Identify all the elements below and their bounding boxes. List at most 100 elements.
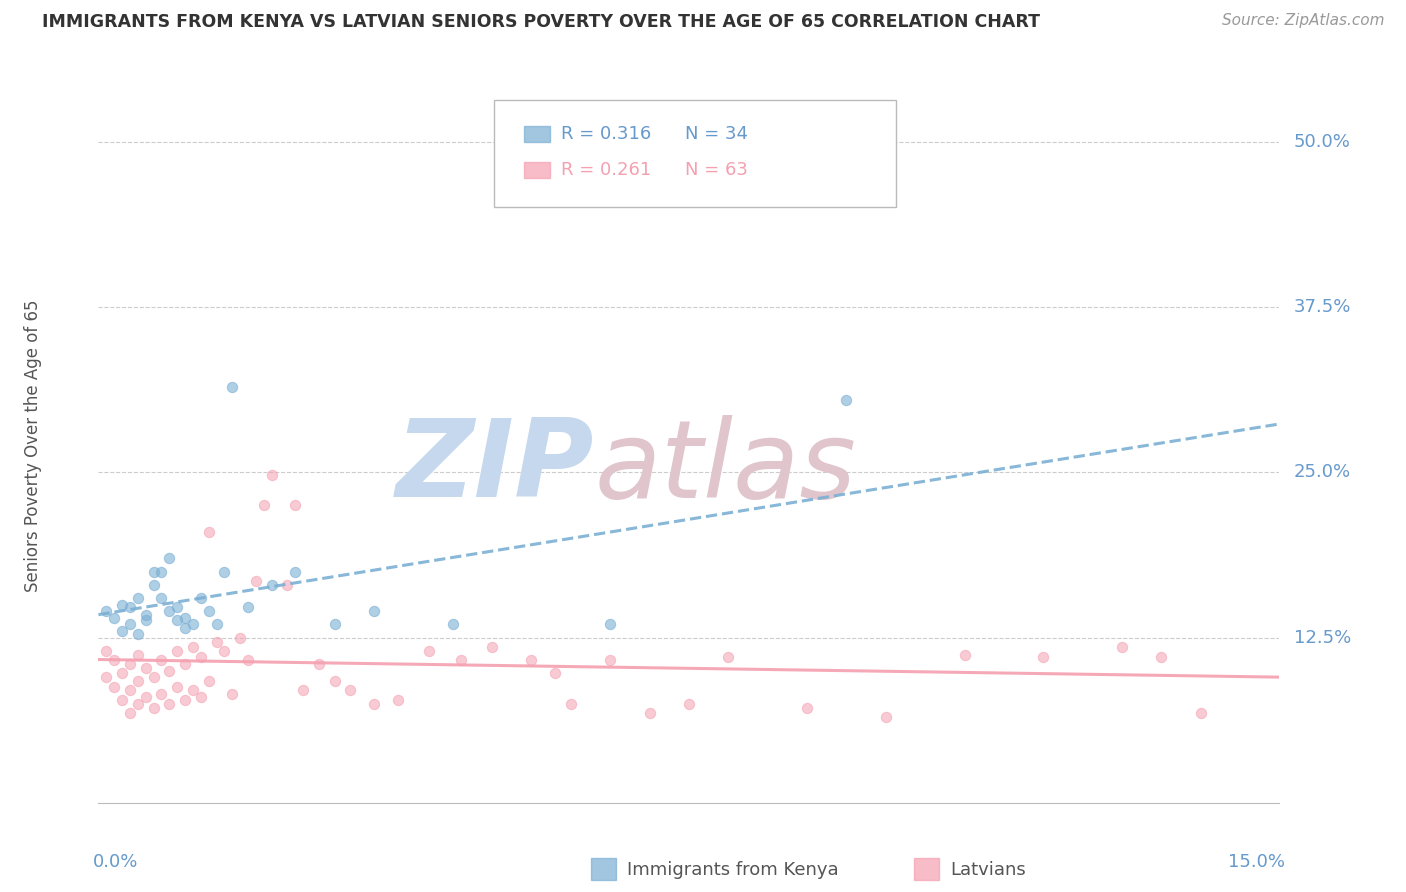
Point — [520, 653, 543, 667]
Text: 15.0%: 15.0% — [1229, 853, 1285, 871]
Point — [118, 657, 141, 671]
Point — [127, 626, 149, 640]
Point — [323, 617, 346, 632]
Point — [111, 598, 134, 612]
Point — [96, 604, 118, 618]
Point — [166, 680, 188, 694]
Point — [717, 650, 740, 665]
Point — [229, 631, 252, 645]
Point — [875, 710, 897, 724]
Point — [174, 621, 197, 635]
Point — [157, 697, 180, 711]
Point — [135, 661, 157, 675]
Point — [135, 690, 157, 704]
Text: IMMIGRANTS FROM KENYA VS LATVIAN SENIORS POVERTY OVER THE AGE OF 65 CORRELATION : IMMIGRANTS FROM KENYA VS LATVIAN SENIORS… — [42, 13, 1040, 31]
Point — [174, 692, 197, 706]
Text: Seniors Poverty Over the Age of 65: Seniors Poverty Over the Age of 65 — [24, 300, 42, 592]
Point — [118, 600, 141, 615]
Text: Immigrants from Kenya: Immigrants from Kenya — [627, 861, 839, 879]
Point — [599, 617, 621, 632]
Point — [481, 640, 503, 654]
Text: N = 34: N = 34 — [685, 125, 748, 143]
Point — [150, 591, 173, 605]
Point — [1032, 650, 1054, 665]
Point — [111, 692, 134, 706]
Point — [142, 565, 165, 579]
Point — [339, 683, 361, 698]
Text: Latvians: Latvians — [950, 861, 1026, 879]
Point — [166, 644, 188, 658]
Point — [190, 591, 212, 605]
Point — [363, 604, 385, 618]
Point — [284, 499, 307, 513]
Point — [308, 657, 330, 671]
Point — [678, 697, 700, 711]
Point — [127, 674, 149, 689]
Point — [441, 617, 464, 632]
Point — [323, 674, 346, 689]
Text: 12.5%: 12.5% — [1294, 629, 1351, 647]
Point — [214, 644, 236, 658]
Text: R = 0.261: R = 0.261 — [561, 161, 651, 178]
Point — [276, 578, 298, 592]
Point — [166, 614, 188, 628]
Point — [181, 640, 204, 654]
Point — [150, 688, 173, 702]
Point — [181, 617, 204, 632]
Point — [111, 666, 134, 681]
Point — [835, 392, 858, 407]
Point — [236, 653, 259, 667]
FancyBboxPatch shape — [523, 162, 550, 178]
Point — [174, 611, 197, 625]
Point — [221, 688, 243, 702]
Point — [197, 604, 219, 618]
Point — [1111, 640, 1133, 654]
Point — [118, 706, 141, 720]
Point — [245, 574, 267, 588]
Point — [103, 611, 125, 625]
Point — [150, 653, 173, 667]
Point — [197, 524, 219, 539]
Point — [796, 700, 818, 714]
Point — [205, 617, 228, 632]
Point — [292, 683, 315, 698]
Point — [103, 653, 125, 667]
Text: 37.5%: 37.5% — [1294, 298, 1351, 317]
Text: 50.0%: 50.0% — [1294, 133, 1351, 151]
Point — [214, 565, 236, 579]
Point — [157, 664, 180, 678]
Point — [142, 700, 165, 714]
Point — [221, 379, 243, 393]
Text: R = 0.316: R = 0.316 — [561, 125, 651, 143]
Text: N = 63: N = 63 — [685, 161, 748, 178]
Point — [150, 565, 173, 579]
Point — [953, 648, 976, 662]
Point — [142, 578, 165, 592]
Point — [560, 697, 582, 711]
Point — [118, 683, 141, 698]
FancyBboxPatch shape — [494, 100, 896, 207]
Point — [181, 683, 204, 698]
Point — [260, 468, 283, 483]
Point — [197, 674, 219, 689]
Point — [157, 604, 180, 618]
Point — [599, 653, 621, 667]
Point — [190, 690, 212, 704]
Text: Source: ZipAtlas.com: Source: ZipAtlas.com — [1222, 13, 1385, 29]
Text: atlas: atlas — [595, 415, 856, 520]
Point — [418, 644, 440, 658]
Text: 25.0%: 25.0% — [1294, 464, 1351, 482]
Point — [142, 670, 165, 684]
Point — [450, 653, 472, 667]
Point — [260, 578, 283, 592]
Point — [118, 617, 141, 632]
Point — [387, 692, 409, 706]
Point — [127, 648, 149, 662]
Point — [1150, 650, 1173, 665]
Point — [135, 608, 157, 623]
Point — [638, 706, 661, 720]
Point — [190, 650, 212, 665]
Point — [103, 680, 125, 694]
Text: 0.0%: 0.0% — [93, 853, 138, 871]
Point — [166, 600, 188, 615]
